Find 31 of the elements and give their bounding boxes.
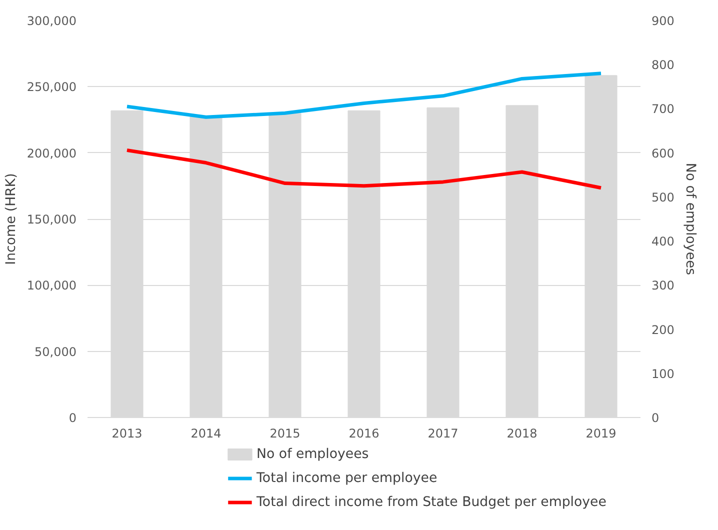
y-tick-label: 50,000	[34, 344, 77, 359]
y-tick-label: 100,000	[26, 278, 76, 293]
legend-label: Total direct income from State Budget per employee	[256, 495, 606, 510]
y2-tick-label: 900	[652, 14, 674, 28]
y2-tick-label: 0	[652, 411, 660, 425]
y2-tick-label: 300	[652, 278, 674, 293]
x-tick-label: 2018	[506, 426, 538, 440]
y-tick-label: 0	[68, 411, 77, 425]
legend-label: Total income per employee	[256, 471, 438, 486]
y2-axis-title: No of employees	[682, 162, 698, 276]
y2-tick-label: 400	[652, 234, 674, 249]
y2-tick-label: 500	[652, 190, 674, 204]
x-tick-label: 2013	[112, 426, 142, 440]
x-tick-label: 2019	[586, 426, 616, 440]
legend-label: No of employees	[256, 447, 369, 462]
y2-tick-label: 200	[652, 322, 674, 337]
line-series	[125, 148, 603, 190]
y-tick-label: 300,000	[26, 14, 76, 28]
y2-tick-label: 100	[652, 366, 674, 381]
x-tick-label: 2016	[348, 426, 380, 440]
y2-tick-label: 700	[652, 102, 674, 116]
y-tick-label: 250,000	[26, 80, 76, 94]
y-axis-title: Income (HRK)	[4, 173, 19, 265]
x-tick-label: 2017	[428, 426, 458, 440]
x-tick-label: 2014	[190, 426, 222, 440]
y-tick-label: 200,000	[26, 146, 76, 160]
x-tick-label: 2015	[270, 426, 300, 440]
y2-tick-label: 800	[652, 58, 674, 72]
line-series	[125, 72, 603, 119]
y2-tick-label: 600	[652, 146, 674, 160]
y-tick-label: 150,000	[26, 212, 76, 226]
